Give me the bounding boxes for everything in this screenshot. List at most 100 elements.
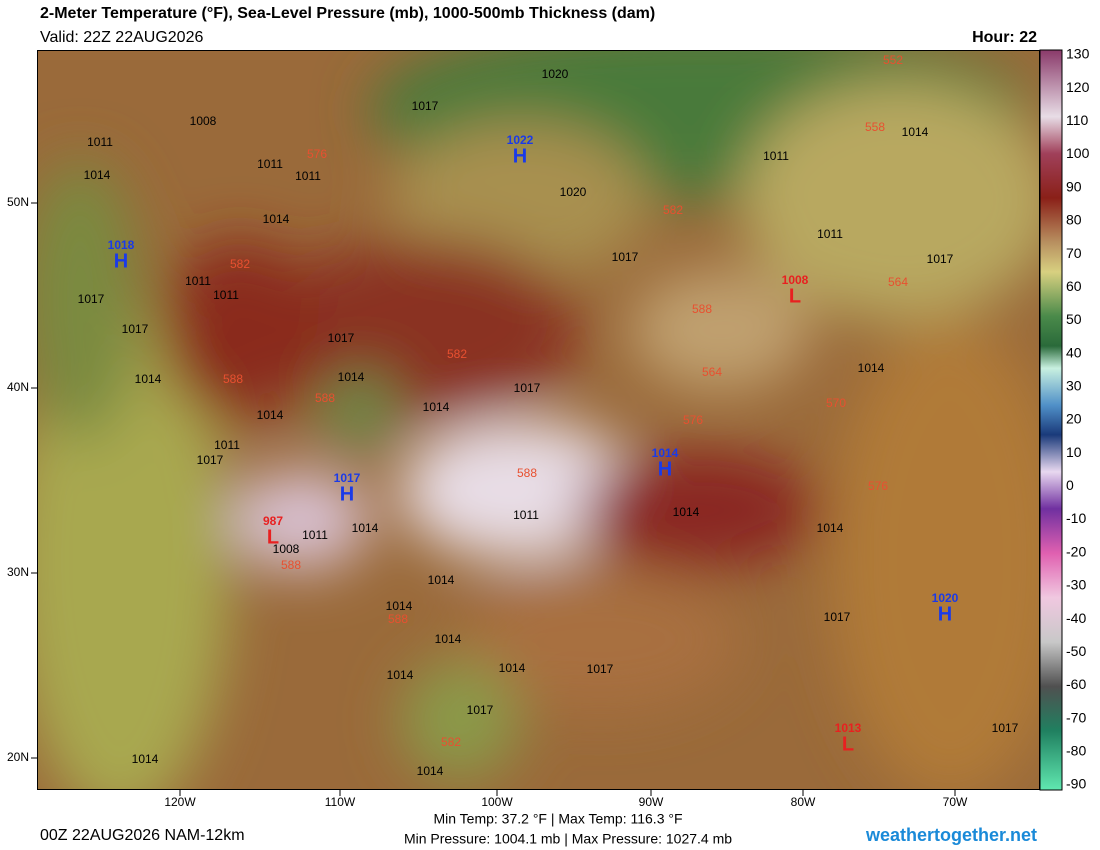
colorbar-tick-label: -50 [1066, 643, 1086, 659]
isobar-label: 1017 [587, 662, 614, 676]
longitude-label: 80W [791, 795, 816, 809]
colorbar-tick-label: 10 [1066, 444, 1082, 460]
colorbar-tick-label: -70 [1066, 709, 1086, 725]
colorbar-tick-label: 80 [1066, 212, 1082, 228]
isobar-label: 1011 [763, 149, 789, 163]
center-letter: L [267, 526, 279, 548]
isobar-label: 1014 [132, 752, 159, 766]
isobar-label: 1017 [612, 250, 639, 264]
isobar-label: 1011 [213, 288, 239, 302]
forecast-hour: Hour: 22 [972, 29, 1037, 46]
center-value: 1018 [108, 238, 135, 252]
thickness-label: 576 [307, 147, 327, 161]
thickness-label: 588 [281, 558, 301, 572]
isobar-label: 1014 [84, 168, 111, 182]
isobar-label: 1014 [263, 212, 290, 226]
thickness-label: 588 [517, 466, 537, 480]
isobar-label: 1014 [387, 668, 414, 682]
isobar-label: 1017 [514, 381, 541, 395]
isobar-label: 1008 [190, 114, 217, 128]
colorbar-tick-label: -10 [1066, 510, 1086, 526]
colorbar-tick-label: -40 [1066, 610, 1086, 626]
center-value: 987 [263, 514, 283, 528]
thickness-label: 582 [663, 203, 683, 217]
colorbar-tick-label: 110 [1066, 112, 1089, 128]
colorbar-tick-label: 70 [1066, 245, 1082, 261]
isobar-label: 1017 [927, 252, 954, 266]
isobar-label: 1017 [467, 703, 494, 717]
longitude-label: 110W [325, 795, 356, 809]
thickness-label: 576 [683, 413, 703, 427]
center-value: 1022 [507, 133, 534, 147]
longitude-label: 90W [639, 795, 664, 809]
isobar-label: 1014 [817, 521, 844, 535]
center-value: 1014 [652, 446, 679, 460]
center-letter: H [114, 250, 128, 272]
site-credit: weathertogether.net [865, 825, 1037, 845]
colorbar-tick-label: 120 [1066, 79, 1090, 95]
isobar-label: 1020 [560, 185, 587, 199]
colorbar-tick-label: 60 [1066, 278, 1082, 294]
map-labels: 1020100810111014101110111017102010111014… [78, 53, 1019, 778]
latitude-label: 40N [7, 380, 29, 394]
center-value: 1017 [334, 471, 361, 485]
isobar-label: 1014 [417, 764, 444, 778]
thickness-label: 588 [692, 302, 712, 316]
thickness-label: 588 [388, 612, 408, 626]
colorbar-tick-label: 130 [1066, 46, 1090, 62]
isobar-label: 1008 [273, 542, 300, 556]
longitude-label: 70W [943, 795, 968, 809]
isobar-label: 1011 [257, 157, 283, 171]
thickness-label: 582 [441, 735, 461, 749]
isobar-label: 1014 [858, 361, 885, 375]
thickness-label: 558 [865, 120, 885, 134]
isobar-label: 1017 [824, 610, 851, 624]
isobar-label: 1011 [87, 135, 113, 149]
isobar-label: 1014 [499, 661, 526, 675]
longitude-label: 120W [164, 795, 196, 809]
isobar-label: 1014 [673, 505, 700, 519]
isobar-label: 1011 [295, 169, 321, 183]
isobar-label: 1011 [185, 274, 211, 288]
isobar-label: 1011 [214, 438, 240, 452]
center-letter: H [340, 483, 354, 505]
isobar-label: 1017 [328, 331, 355, 345]
isobar-label: 1014 [902, 125, 929, 139]
thickness-label: 564 [888, 275, 908, 289]
center-letter: L [842, 733, 854, 755]
pressure-range: Min Pressure: 1004.1 mb | Max Pressure: … [404, 831, 732, 847]
isobar-label: 1011 [513, 508, 539, 522]
colorbar [1039, 49, 1063, 791]
isobar-label: 1017 [78, 292, 105, 306]
latitude-label: 50N [7, 195, 29, 209]
isobar-label: 1017 [412, 99, 439, 113]
colorbar-tick-label: 100 [1066, 145, 1090, 161]
colorbar-tick-label: -20 [1066, 543, 1086, 559]
thickness-label: 564 [702, 365, 722, 379]
latitude-label: 30N [7, 565, 29, 579]
thickness-label: 582 [447, 347, 467, 361]
isobar-label: 1011 [302, 528, 328, 542]
isobar-label: 1014 [386, 599, 413, 613]
temp-range: Min Temp: 37.2 °F | Max Temp: 116.3 °F [433, 811, 682, 827]
thickness-label: 570 [826, 396, 846, 410]
thickness-label: 552 [883, 53, 903, 67]
isobar-label: 1014 [135, 372, 162, 386]
isobar-label: 1014 [423, 400, 450, 414]
colorbar-tick-label: -30 [1066, 577, 1086, 593]
center-value: 1008 [782, 273, 809, 287]
isobar-label: 1017 [122, 322, 149, 336]
title: 2-Meter Temperature (°F), Sea-Level Pres… [40, 5, 655, 22]
isobar-label: 1014 [435, 632, 462, 646]
center-letter: L [789, 285, 801, 307]
center-letter: H [513, 145, 527, 167]
valid-time: Valid: 22Z 22AUG2026 [40, 29, 203, 46]
colorbar-tick-label: 40 [1066, 344, 1082, 360]
center-letter: H [658, 458, 672, 480]
center-letter: H [938, 603, 952, 625]
thickness-label: 576 [868, 479, 888, 493]
thickness-label: 588 [315, 391, 335, 405]
isobar-label: 1014 [257, 408, 284, 422]
latitude-label: 20N [7, 750, 29, 764]
